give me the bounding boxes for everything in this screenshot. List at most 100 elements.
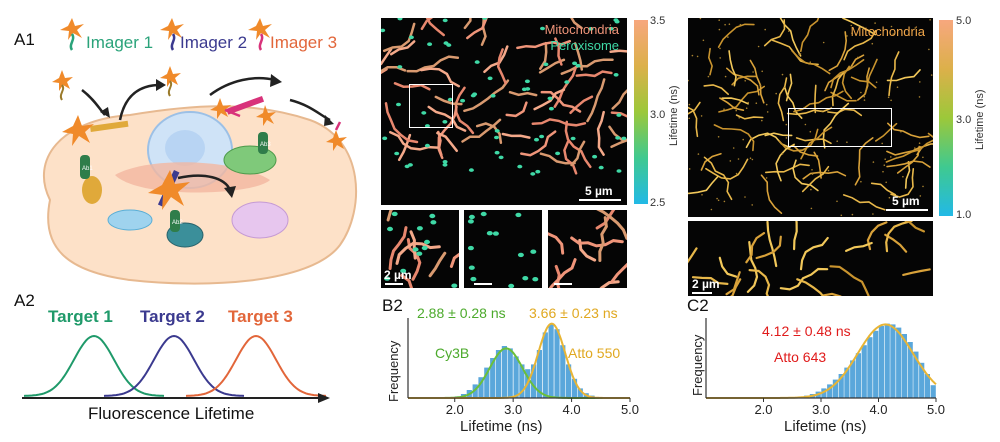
- peroxisome-dot: [570, 136, 576, 141]
- mitochondria-strand: [828, 31, 848, 72]
- b1-scale-label: 5 µm: [585, 184, 613, 198]
- peroxisome-dot: [468, 168, 474, 172]
- mitochondria-strand: [461, 118, 502, 143]
- mitochondria-strand: [578, 238, 597, 262]
- peroxisome-dot: [811, 173, 814, 175]
- histogram-bar: [484, 367, 490, 398]
- c1-scale-label: 5 µm: [892, 194, 920, 208]
- b1-inset-merged: 2 µm: [381, 210, 459, 288]
- mitochondria-strand: [814, 84, 817, 114]
- peroxisome-dot: [613, 73, 619, 77]
- histogram-bar: [855, 353, 861, 398]
- peroxisome-dot: [467, 219, 474, 224]
- peroxisome-dot: [922, 156, 924, 159]
- mitochondria-strand: [531, 118, 587, 127]
- mitochondria-strand: [800, 126, 833, 160]
- mitochondria-strand: [885, 139, 933, 163]
- peroxisome-dot: [781, 73, 784, 76]
- peroxisome-dot: [892, 33, 894, 35]
- peroxisome-dot: [872, 213, 874, 215]
- peroxisome-dot: [539, 134, 545, 139]
- mitochondria-strand: [703, 84, 729, 95]
- peroxisome-dot: [494, 150, 500, 155]
- mitochondria-strand: [516, 39, 572, 50]
- mitochondria-strand: [420, 18, 434, 31]
- mitochondria-strand: [854, 137, 874, 186]
- histogram-bar: [930, 385, 936, 398]
- peroxisome-dot: [836, 200, 838, 203]
- histogram-bar: [832, 379, 838, 398]
- peroxisome-dot: [744, 196, 746, 198]
- mitochondria-strand: [463, 18, 472, 30]
- histogram-bar: [513, 356, 519, 398]
- peroxisome-dot: [810, 207, 813, 210]
- mitochondria-strand: [887, 122, 930, 139]
- peroxisome-dot: [564, 80, 570, 84]
- mitochondria-strand: [596, 210, 627, 240]
- imager-2-icon: [160, 18, 184, 51]
- peroxisome-dot: [429, 213, 436, 219]
- mitochondria-strand: [718, 256, 738, 278]
- peroxisome-dot: [863, 95, 866, 98]
- peroxisome-dot: [688, 79, 689, 82]
- peroxisome-dot: [788, 30, 790, 32]
- c1-colorbar-title: Lifetime (ns): [974, 89, 986, 150]
- peroxisome-dot: [416, 251, 423, 256]
- peroxisome-dot: [764, 28, 766, 31]
- histogram-bar: [519, 364, 525, 398]
- b2-atto550-mean: 3.66 ± 0.23 ns: [529, 305, 618, 321]
- c1-legend-mitochondria: Mitochondria: [850, 24, 925, 39]
- peroxisome-dot: [688, 168, 691, 170]
- target-2-label: Target 2: [140, 307, 205, 326]
- histogram-bar: [472, 384, 478, 398]
- mitochondria-strand: [760, 174, 783, 214]
- mitochondria-strand: [381, 47, 393, 66]
- peroxisome-dot: [468, 214, 475, 220]
- peroxisome-dot: [860, 91, 862, 94]
- b1-legend-mitochondria: Mitochondria: [544, 22, 619, 37]
- peroxisome-dot: [727, 36, 729, 38]
- peroxisome-dot: [785, 137, 788, 139]
- peroxisome-dot: [872, 161, 875, 163]
- mitochondria-strand: [927, 132, 933, 138]
- b1-inset-scale-label: 2 µm: [384, 268, 412, 282]
- c1-colorbar: [939, 20, 953, 216]
- peroxisome-dot: [688, 103, 691, 106]
- mitochondria-strand: [436, 131, 459, 153]
- peroxisome-dot: [761, 70, 763, 73]
- peroxisome-dot: [508, 283, 515, 288]
- peroxisome-dot: [451, 283, 458, 288]
- mitochondria-strand: [419, 67, 461, 88]
- histogram-bar: [821, 388, 827, 398]
- mitochondria-strand: [800, 18, 820, 52]
- mitochondria-strand: [596, 110, 605, 156]
- peroxisome-dot: [490, 94, 496, 98]
- peroxisome-dot: [765, 103, 768, 106]
- mitochondria-strand: [707, 47, 713, 76]
- mitochondria-strand: [890, 168, 915, 198]
- mitochondria-strand: [728, 50, 737, 87]
- mitochondria-strand: [726, 67, 760, 96]
- c2-mean-label: 4.12 ± 0.48 ns: [762, 323, 851, 339]
- peroxisome-dot: [718, 28, 721, 31]
- peroxisome-dot: [729, 160, 732, 162]
- imager-1-label: Imager 1: [86, 33, 154, 52]
- peroxisome-dot: [588, 27, 594, 31]
- peroxisome-dot: [883, 164, 886, 166]
- peroxisome-dot: [530, 249, 537, 254]
- peroxisome-dot: [860, 180, 862, 183]
- peroxisome-dot: [765, 177, 768, 179]
- peroxisome-dot: [738, 117, 740, 119]
- mitochondria-strand: [570, 140, 586, 167]
- peroxisome-dot: [724, 75, 727, 78]
- peroxisome-dot: [902, 175, 904, 178]
- mitochondria-strand: [406, 55, 460, 73]
- mitochondria-strand: [505, 101, 528, 118]
- peroxisome-dot: [739, 23, 742, 26]
- peroxisome-dot: [749, 157, 752, 159]
- peroxisome-dot: [442, 120, 448, 124]
- mitochondria-strand: [575, 70, 613, 78]
- mitochondria-strand: [785, 73, 793, 102]
- peroxisome-dot: [381, 28, 386, 33]
- peroxisome-dot: [783, 86, 785, 89]
